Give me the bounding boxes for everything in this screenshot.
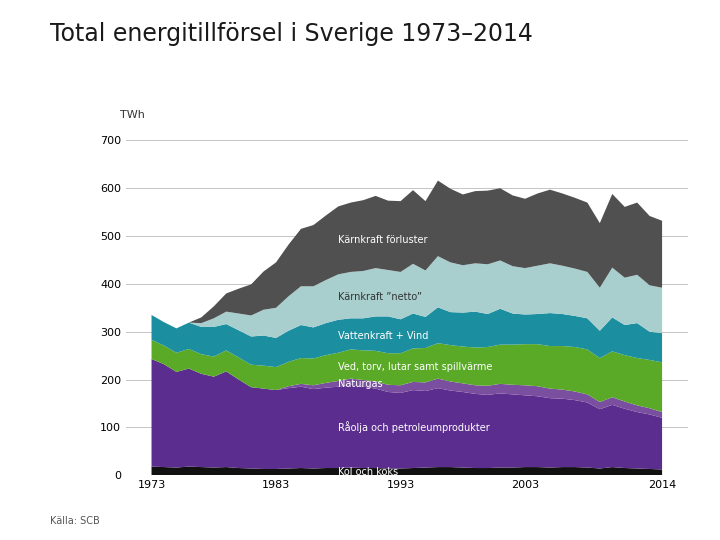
Text: Ved, torv, lutar samt spillvärme: Ved, torv, lutar samt spillvärme: [338, 362, 492, 372]
Text: Naturgas: Naturgas: [338, 379, 383, 389]
Text: Råolja och petroleumprodukter: Råolja och petroleumprodukter: [338, 421, 490, 433]
Text: Kol och koks: Kol och koks: [338, 467, 398, 477]
Text: Källa: SCB: Källa: SCB: [50, 516, 100, 526]
Text: Kärnkraft förluster: Kärnkraft förluster: [338, 235, 428, 245]
Text: Vattenkraft + Vind: Vattenkraft + Vind: [338, 331, 428, 341]
Text: TWh: TWh: [120, 110, 145, 120]
Text: Kärnkraft ”netto”: Kärnkraft ”netto”: [338, 292, 423, 302]
Text: Total energitillförsel i Sverige 1973–2014: Total energitillförsel i Sverige 1973–20…: [50, 22, 534, 45]
